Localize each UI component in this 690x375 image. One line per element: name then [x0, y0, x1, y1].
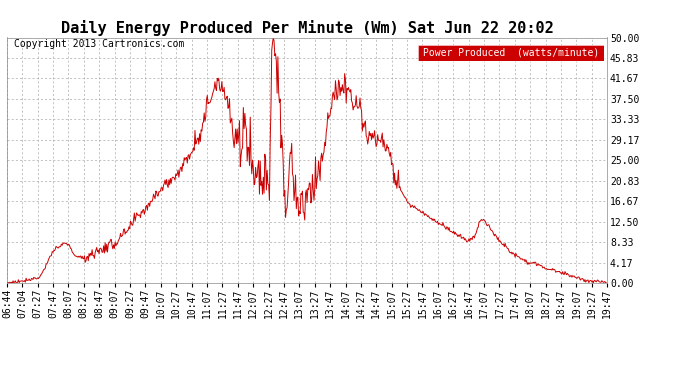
Title: Daily Energy Produced Per Minute (Wm) Sat Jun 22 20:02: Daily Energy Produced Per Minute (Wm) Sa…: [61, 20, 553, 36]
Text: Copyright 2013 Cartronics.com: Copyright 2013 Cartronics.com: [14, 39, 184, 50]
